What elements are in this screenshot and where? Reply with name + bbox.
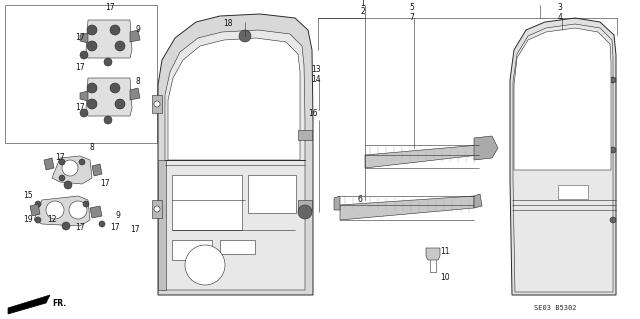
Text: 15: 15: [23, 190, 33, 199]
Circle shape: [59, 175, 65, 181]
Text: 10: 10: [440, 272, 450, 281]
Circle shape: [62, 222, 70, 230]
Text: 12: 12: [47, 216, 57, 225]
Circle shape: [87, 99, 97, 109]
Polygon shape: [86, 20, 132, 58]
Bar: [220, 240, 255, 254]
Circle shape: [87, 83, 97, 93]
Circle shape: [80, 51, 88, 59]
Polygon shape: [44, 158, 54, 170]
Text: 8: 8: [136, 78, 140, 86]
Text: 17: 17: [75, 103, 85, 113]
Polygon shape: [52, 156, 92, 184]
Text: 17: 17: [75, 224, 85, 233]
Circle shape: [104, 116, 112, 124]
Text: 1: 1: [360, 0, 365, 8]
Circle shape: [35, 217, 41, 223]
Bar: [298, 130, 312, 140]
Text: FR.: FR.: [52, 299, 66, 308]
Polygon shape: [92, 164, 102, 176]
Circle shape: [154, 101, 160, 107]
Polygon shape: [158, 14, 313, 295]
Circle shape: [64, 181, 72, 189]
Text: 7: 7: [410, 13, 415, 23]
Polygon shape: [80, 33, 88, 43]
Circle shape: [154, 206, 160, 212]
Bar: [152, 200, 162, 218]
Text: SE03 B5302: SE03 B5302: [534, 305, 576, 311]
Polygon shape: [168, 38, 300, 160]
Text: 17: 17: [55, 153, 65, 162]
Circle shape: [298, 205, 312, 219]
Circle shape: [185, 245, 225, 285]
Circle shape: [610, 77, 616, 83]
Text: 11: 11: [440, 248, 450, 256]
Polygon shape: [513, 24, 613, 292]
Bar: [558, 185, 588, 199]
Text: 17: 17: [100, 180, 110, 189]
Polygon shape: [130, 88, 140, 100]
Circle shape: [79, 159, 85, 165]
Bar: [5, 5, 157, 143]
Polygon shape: [80, 91, 88, 101]
Circle shape: [239, 30, 251, 42]
Circle shape: [110, 25, 120, 35]
Polygon shape: [365, 145, 479, 168]
Circle shape: [104, 58, 112, 66]
Polygon shape: [334, 196, 340, 210]
Text: 4: 4: [557, 13, 563, 23]
Bar: [172, 240, 212, 260]
Bar: [152, 95, 162, 113]
Polygon shape: [426, 248, 440, 260]
Circle shape: [87, 25, 97, 35]
Bar: [172, 175, 242, 230]
Text: 8: 8: [90, 144, 94, 152]
Text: 19: 19: [23, 216, 33, 225]
Circle shape: [610, 217, 616, 223]
Circle shape: [59, 159, 65, 165]
Text: 17: 17: [110, 224, 120, 233]
Polygon shape: [165, 30, 305, 290]
Text: 17: 17: [75, 63, 85, 72]
Polygon shape: [130, 30, 140, 42]
Polygon shape: [510, 18, 616, 295]
Bar: [298, 200, 312, 210]
Circle shape: [69, 201, 87, 219]
Polygon shape: [474, 136, 498, 160]
Text: 9: 9: [116, 211, 120, 219]
Polygon shape: [514, 28, 611, 170]
Circle shape: [87, 41, 97, 51]
Text: 17: 17: [130, 226, 140, 234]
Bar: [248, 175, 296, 213]
Polygon shape: [90, 206, 102, 218]
Text: 2: 2: [360, 8, 365, 17]
Polygon shape: [474, 194, 482, 208]
Bar: [158, 160, 166, 290]
Circle shape: [110, 83, 120, 93]
Text: 18: 18: [223, 19, 233, 28]
Text: 9: 9: [136, 26, 140, 34]
Circle shape: [99, 221, 105, 227]
Text: 17: 17: [75, 33, 85, 42]
Circle shape: [83, 201, 89, 207]
Circle shape: [35, 201, 41, 207]
Circle shape: [610, 147, 616, 153]
Text: 6: 6: [358, 196, 362, 204]
Polygon shape: [8, 295, 50, 314]
Circle shape: [80, 109, 88, 117]
Polygon shape: [34, 196, 90, 226]
Text: 3: 3: [557, 4, 563, 12]
Circle shape: [46, 201, 64, 219]
Circle shape: [115, 99, 125, 109]
Text: 14: 14: [311, 76, 321, 85]
Text: 16: 16: [308, 108, 318, 117]
Text: 17: 17: [105, 4, 115, 12]
Text: 5: 5: [410, 4, 415, 12]
Text: 13: 13: [311, 65, 321, 75]
Polygon shape: [340, 196, 474, 220]
Circle shape: [62, 160, 78, 176]
Circle shape: [115, 41, 125, 51]
Polygon shape: [30, 204, 40, 216]
Polygon shape: [86, 78, 132, 116]
